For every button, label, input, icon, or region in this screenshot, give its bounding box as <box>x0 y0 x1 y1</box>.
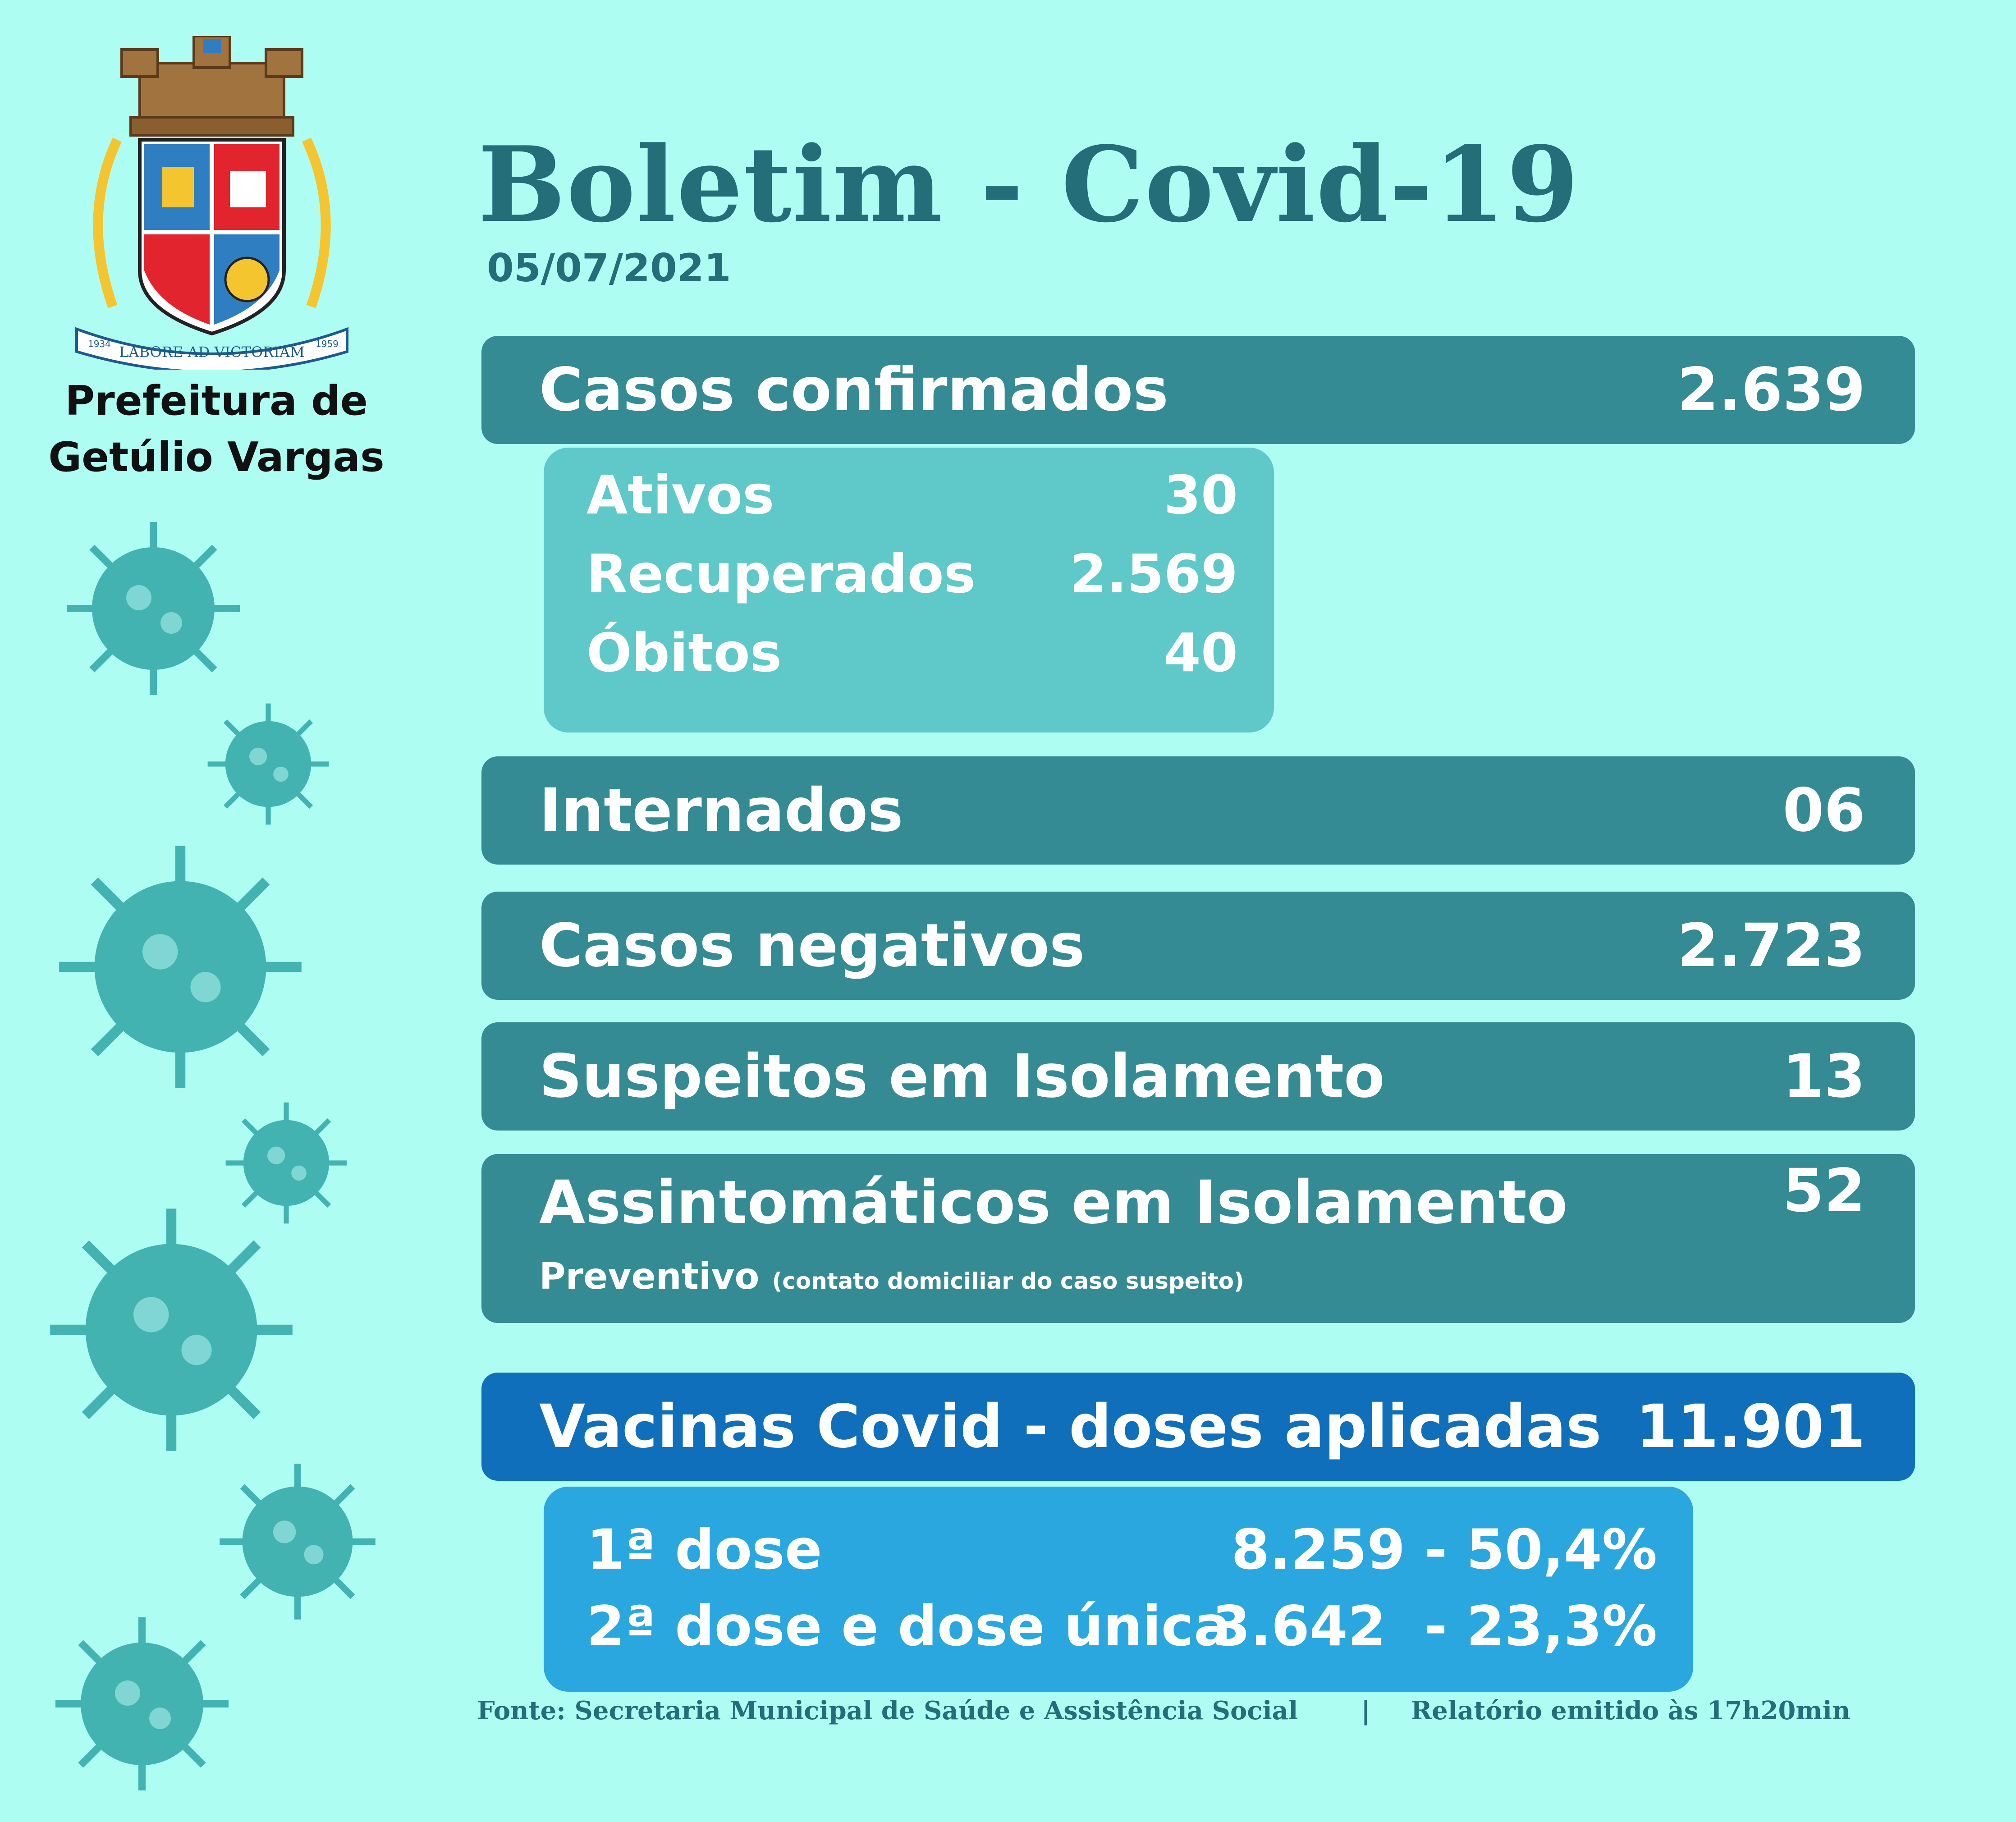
vaccine-breakdown-box: 1ª dose 8.259 - 50,4% 2ª dose e dose úni… <box>544 1487 1693 1692</box>
stat-bar-assintomaticos: Assintomáticos em Isolamento 52 Preventi… <box>481 1154 1915 1323</box>
stat-value: 13 <box>1782 1042 1865 1111</box>
virus-icon <box>207 703 329 825</box>
stat-value: 2.723 <box>1677 911 1865 980</box>
motto-text: LABORE AD VICTORIAM <box>119 343 305 361</box>
stat-value: 8.259 - 50,4% <box>1231 1518 1657 1582</box>
stat-label: Casos negativos <box>539 911 1085 980</box>
stat-value: 52 <box>1782 1156 1865 1226</box>
stat-bar-vacinas: Vacinas Covid - doses aplicadas 11.901 <box>481 1373 1915 1481</box>
page-title: Boletim - Covid-19 <box>478 124 1580 246</box>
year-right: 1959 <box>316 339 339 349</box>
stat-row-dose1: 1ª dose 8.259 - 50,4% <box>586 1511 1657 1588</box>
stat-label: 2ª dose e dose única <box>586 1594 1231 1658</box>
stat-row-recuperados: Recuperados 2.569 <box>586 536 1238 612</box>
stat-value: 40 <box>1164 622 1238 684</box>
city-name-line1: Prefeitura de <box>65 377 368 425</box>
stat-row-obitos: Óbitos 40 <box>586 614 1238 691</box>
stat-bar-internados: Internados 06 <box>481 756 1915 865</box>
footer: Fonte: Secretaria Municipal de Saúde e A… <box>477 1688 1897 1733</box>
stat-bar-suspeitos: Suspeitos em Isolamento 13 <box>481 1022 1915 1131</box>
footer-report-time: Relatório emitido às 17h20min <box>1411 1696 1851 1726</box>
stat-label: Suspeitos em Isolamento <box>539 1042 1385 1111</box>
stat-label: Assintomáticos em Isolamento <box>539 1168 1568 1237</box>
motto-ribbon: LABORE AD VICTORIAM 1934 1959 <box>75 327 348 370</box>
stat-label: Recuperados <box>586 543 976 605</box>
virus-icon <box>67 522 240 695</box>
preventivo-label: Preventivo <box>539 1255 760 1297</box>
stat-row-dose2: 2ª dose e dose única 3.642 - 23,3% <box>586 1588 1657 1665</box>
stat-bar-confirmados: Casos confirmados 2.639 <box>481 336 1915 444</box>
municipal-coat-of-arms: LABORE AD VICTORIAM 1934 1959 <box>75 36 348 370</box>
preventivo-note: (contato domiciliar do caso suspeito) <box>772 1268 1244 1294</box>
stat-value: 11.901 <box>1636 1392 1865 1461</box>
stat-value: 2.569 <box>1069 543 1238 605</box>
stat-label: Casos confirmados <box>539 355 1168 425</box>
stat-label: Vacinas Covid - doses aplicadas <box>539 1392 1602 1461</box>
shield-icon <box>138 138 286 336</box>
year-left: 1934 <box>88 339 111 349</box>
stat-label: Óbitos <box>586 622 782 684</box>
virus-icon <box>220 1464 376 1620</box>
virus-icon <box>59 846 302 1088</box>
stat-value: 2.639 <box>1677 355 1865 425</box>
virus-icon <box>225 1102 347 1224</box>
stat-row-ativos: Ativos 30 <box>586 457 1238 533</box>
virus-icon <box>55 1617 229 1790</box>
mural-crown-icon <box>120 36 303 137</box>
stat-label: Internados <box>539 776 903 845</box>
footer-source: Fonte: Secretaria Municipal de Saúde e A… <box>477 1696 1298 1726</box>
stat-value: 30 <box>1164 464 1238 526</box>
footer-separator: | <box>1361 1696 1370 1726</box>
virus-icon <box>50 1209 293 1451</box>
stat-label: Ativos <box>586 464 774 526</box>
stat-sublabel: Preventivo (contato domiciliar do caso s… <box>539 1255 1244 1297</box>
city-name-line2: Getúlio Vargas <box>48 434 385 481</box>
stat-value: 06 <box>1782 776 1865 845</box>
wheat-icon <box>93 137 331 308</box>
stat-value: 3.642 - 23,3% <box>1212 1594 1657 1658</box>
stat-bar-negativos: Casos negativos 2.723 <box>481 892 1915 1000</box>
stat-label: 1ª dose <box>586 1518 822 1582</box>
report-date: 05/07/2021 <box>487 246 731 291</box>
case-breakdown-box: Ativos 30 Recuperados 2.569 Óbitos 40 <box>544 448 1274 732</box>
